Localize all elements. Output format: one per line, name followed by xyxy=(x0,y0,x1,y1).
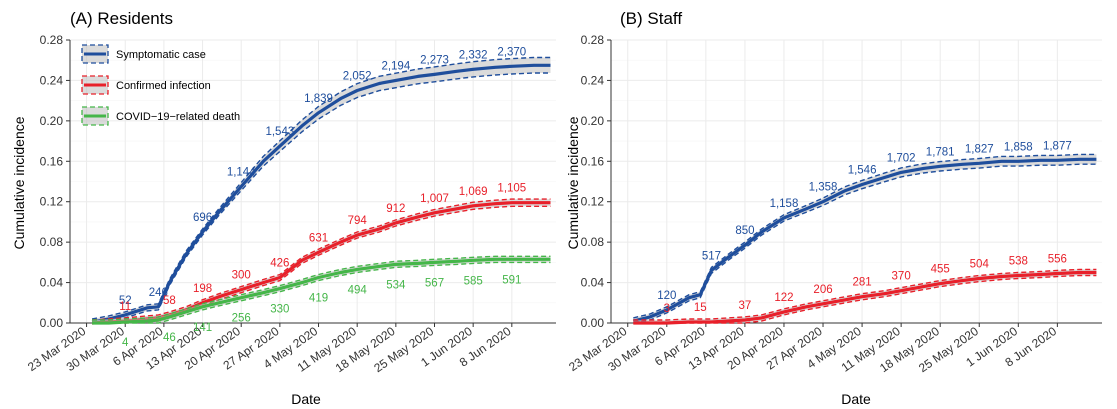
data-label-death: 419 xyxy=(309,293,328,305)
series-line-symptomatic xyxy=(632,157,1097,323)
panel-residents: (A) Residents Cumulative incidence Date … xyxy=(11,9,556,407)
data-label-symptomatic: 1,546 xyxy=(848,165,877,177)
data-label-confirmed: 538 xyxy=(1009,255,1028,267)
y-tick-label: 0.28 xyxy=(40,33,64,47)
x-axis-title-residents: Date xyxy=(291,391,321,407)
y-tick-label: 0.00 xyxy=(581,316,605,330)
data-label-symptomatic: 246 xyxy=(149,287,168,299)
data-label-symptomatic: 2,194 xyxy=(381,60,410,72)
data-label-confirmed: 1,069 xyxy=(459,186,488,198)
ci-lower-death xyxy=(92,261,551,324)
y-tick-label: 0.20 xyxy=(40,114,64,128)
data-label-symptomatic: 2,370 xyxy=(497,46,526,58)
data-label-symptomatic: 696 xyxy=(193,212,212,224)
data-label-death: 591 xyxy=(502,274,521,286)
y-tick-label: 0.24 xyxy=(40,73,64,87)
legend-label-death: COVID−19−related death xyxy=(116,111,240,123)
series-line-symptomatic xyxy=(91,63,551,324)
x-axis-title-staff: Date xyxy=(841,391,871,407)
y-tick-label: 0.24 xyxy=(581,73,605,87)
panel-staff: (B) Staff Cumulative incidence Date 0.00… xyxy=(565,9,1102,407)
data-label-death: 567 xyxy=(425,277,444,289)
data-label-confirmed: 58 xyxy=(163,295,176,307)
data-label-confirmed: 912 xyxy=(386,203,405,215)
y-tick-label: 0.04 xyxy=(581,276,605,290)
y-tick-label: 0.20 xyxy=(581,114,605,128)
data-label-death: 256 xyxy=(232,313,251,325)
data-label-confirmed: 370 xyxy=(892,271,911,283)
data-label-symptomatic: 1,702 xyxy=(887,152,916,164)
data-label-confirmed: 504 xyxy=(970,259,990,271)
data-label-symptomatic: 1,144 xyxy=(227,167,256,179)
data-label-symptomatic: 850 xyxy=(735,225,754,237)
ci-upper-confirmed xyxy=(92,198,551,321)
legend-label-symptomatic: Symptomatic case xyxy=(116,49,206,61)
data-label-symptomatic: 2,052 xyxy=(343,71,372,83)
data-label-symptomatic: 1,158 xyxy=(770,198,799,210)
y-tick-label: 0.16 xyxy=(581,154,605,168)
data-label-death: 4 xyxy=(122,337,129,349)
data-label-symptomatic: 1,543 xyxy=(265,126,294,138)
y-axis-title-staff: Cumulative incidence xyxy=(565,116,581,249)
data-label-symptomatic: 1,781 xyxy=(926,146,955,158)
y-tick-label: 0.08 xyxy=(581,235,605,249)
data-label-confirmed: 281 xyxy=(852,277,871,289)
data-label-death: 46 xyxy=(163,332,176,344)
y-tick-label: 0.12 xyxy=(40,195,64,209)
data-label-confirmed: 122 xyxy=(774,292,793,304)
data-label-confirmed: 206 xyxy=(813,284,832,296)
data-label-death: 330 xyxy=(270,304,289,316)
data-label-symptomatic: 517 xyxy=(702,250,721,262)
data-label-confirmed: 300 xyxy=(232,270,251,282)
data-label-confirmed: 15 xyxy=(694,302,707,314)
data-label-symptomatic: 2,332 xyxy=(459,49,488,61)
data-label-symptomatic: 120 xyxy=(657,290,676,302)
data-label-confirmed: 1,105 xyxy=(497,183,526,195)
data-label-symptomatic: 1,877 xyxy=(1043,140,1072,152)
data-label-death: 585 xyxy=(464,275,483,287)
data-label-death: 141 xyxy=(193,322,212,334)
data-label-confirmed: 455 xyxy=(931,264,950,276)
grid-residents xyxy=(66,39,556,327)
legend-label-confirmed: Confirmed infection xyxy=(116,80,211,92)
series-line-confirmed xyxy=(633,270,1097,325)
data-label-confirmed: 11 xyxy=(119,301,131,313)
panel-title-residents: (A) Residents xyxy=(70,9,173,28)
panel-title-staff: (B) Staff xyxy=(620,9,682,28)
ci-upper-confirmed xyxy=(633,268,1097,321)
data-label-confirmed: 556 xyxy=(1048,253,1067,265)
data-label-confirmed: 3 xyxy=(664,303,670,315)
y-tick-label: 0.28 xyxy=(581,33,605,47)
data-label-confirmed: 426 xyxy=(270,258,289,270)
data-label-death: 534 xyxy=(386,279,406,291)
data-label-confirmed: 198 xyxy=(193,283,212,295)
data-label-confirmed: 37 xyxy=(739,300,752,312)
y-tick-label: 0.00 xyxy=(40,316,64,330)
y-tick-label: 0.16 xyxy=(40,154,64,168)
y-tick-label: 0.08 xyxy=(40,235,64,249)
data-label-symptomatic: 52 xyxy=(119,295,132,307)
data-label-symptomatic: 1,839 xyxy=(304,93,333,105)
data-label-confirmed: 631 xyxy=(309,232,328,244)
series-line-death xyxy=(92,257,551,325)
legend: Symptomatic case Confirmed infection COVID… xyxy=(81,44,240,126)
data-label-symptomatic: 1,358 xyxy=(809,182,838,194)
data-label-symptomatic: 1,858 xyxy=(1004,141,1033,153)
data-label-symptomatic: 1,827 xyxy=(965,143,994,155)
ci-upper-death xyxy=(92,255,551,321)
data-label-symptomatic: 2,273 xyxy=(420,54,449,66)
y-tick-label: 0.04 xyxy=(40,276,64,290)
data-label-confirmed: 794 xyxy=(348,215,368,227)
data-label-death: 494 xyxy=(348,284,368,296)
data-label-confirmed: 1,007 xyxy=(420,193,449,205)
y-axis-title-residents: Cumulative incidence xyxy=(11,116,27,249)
y-tick-label: 0.12 xyxy=(581,195,605,209)
